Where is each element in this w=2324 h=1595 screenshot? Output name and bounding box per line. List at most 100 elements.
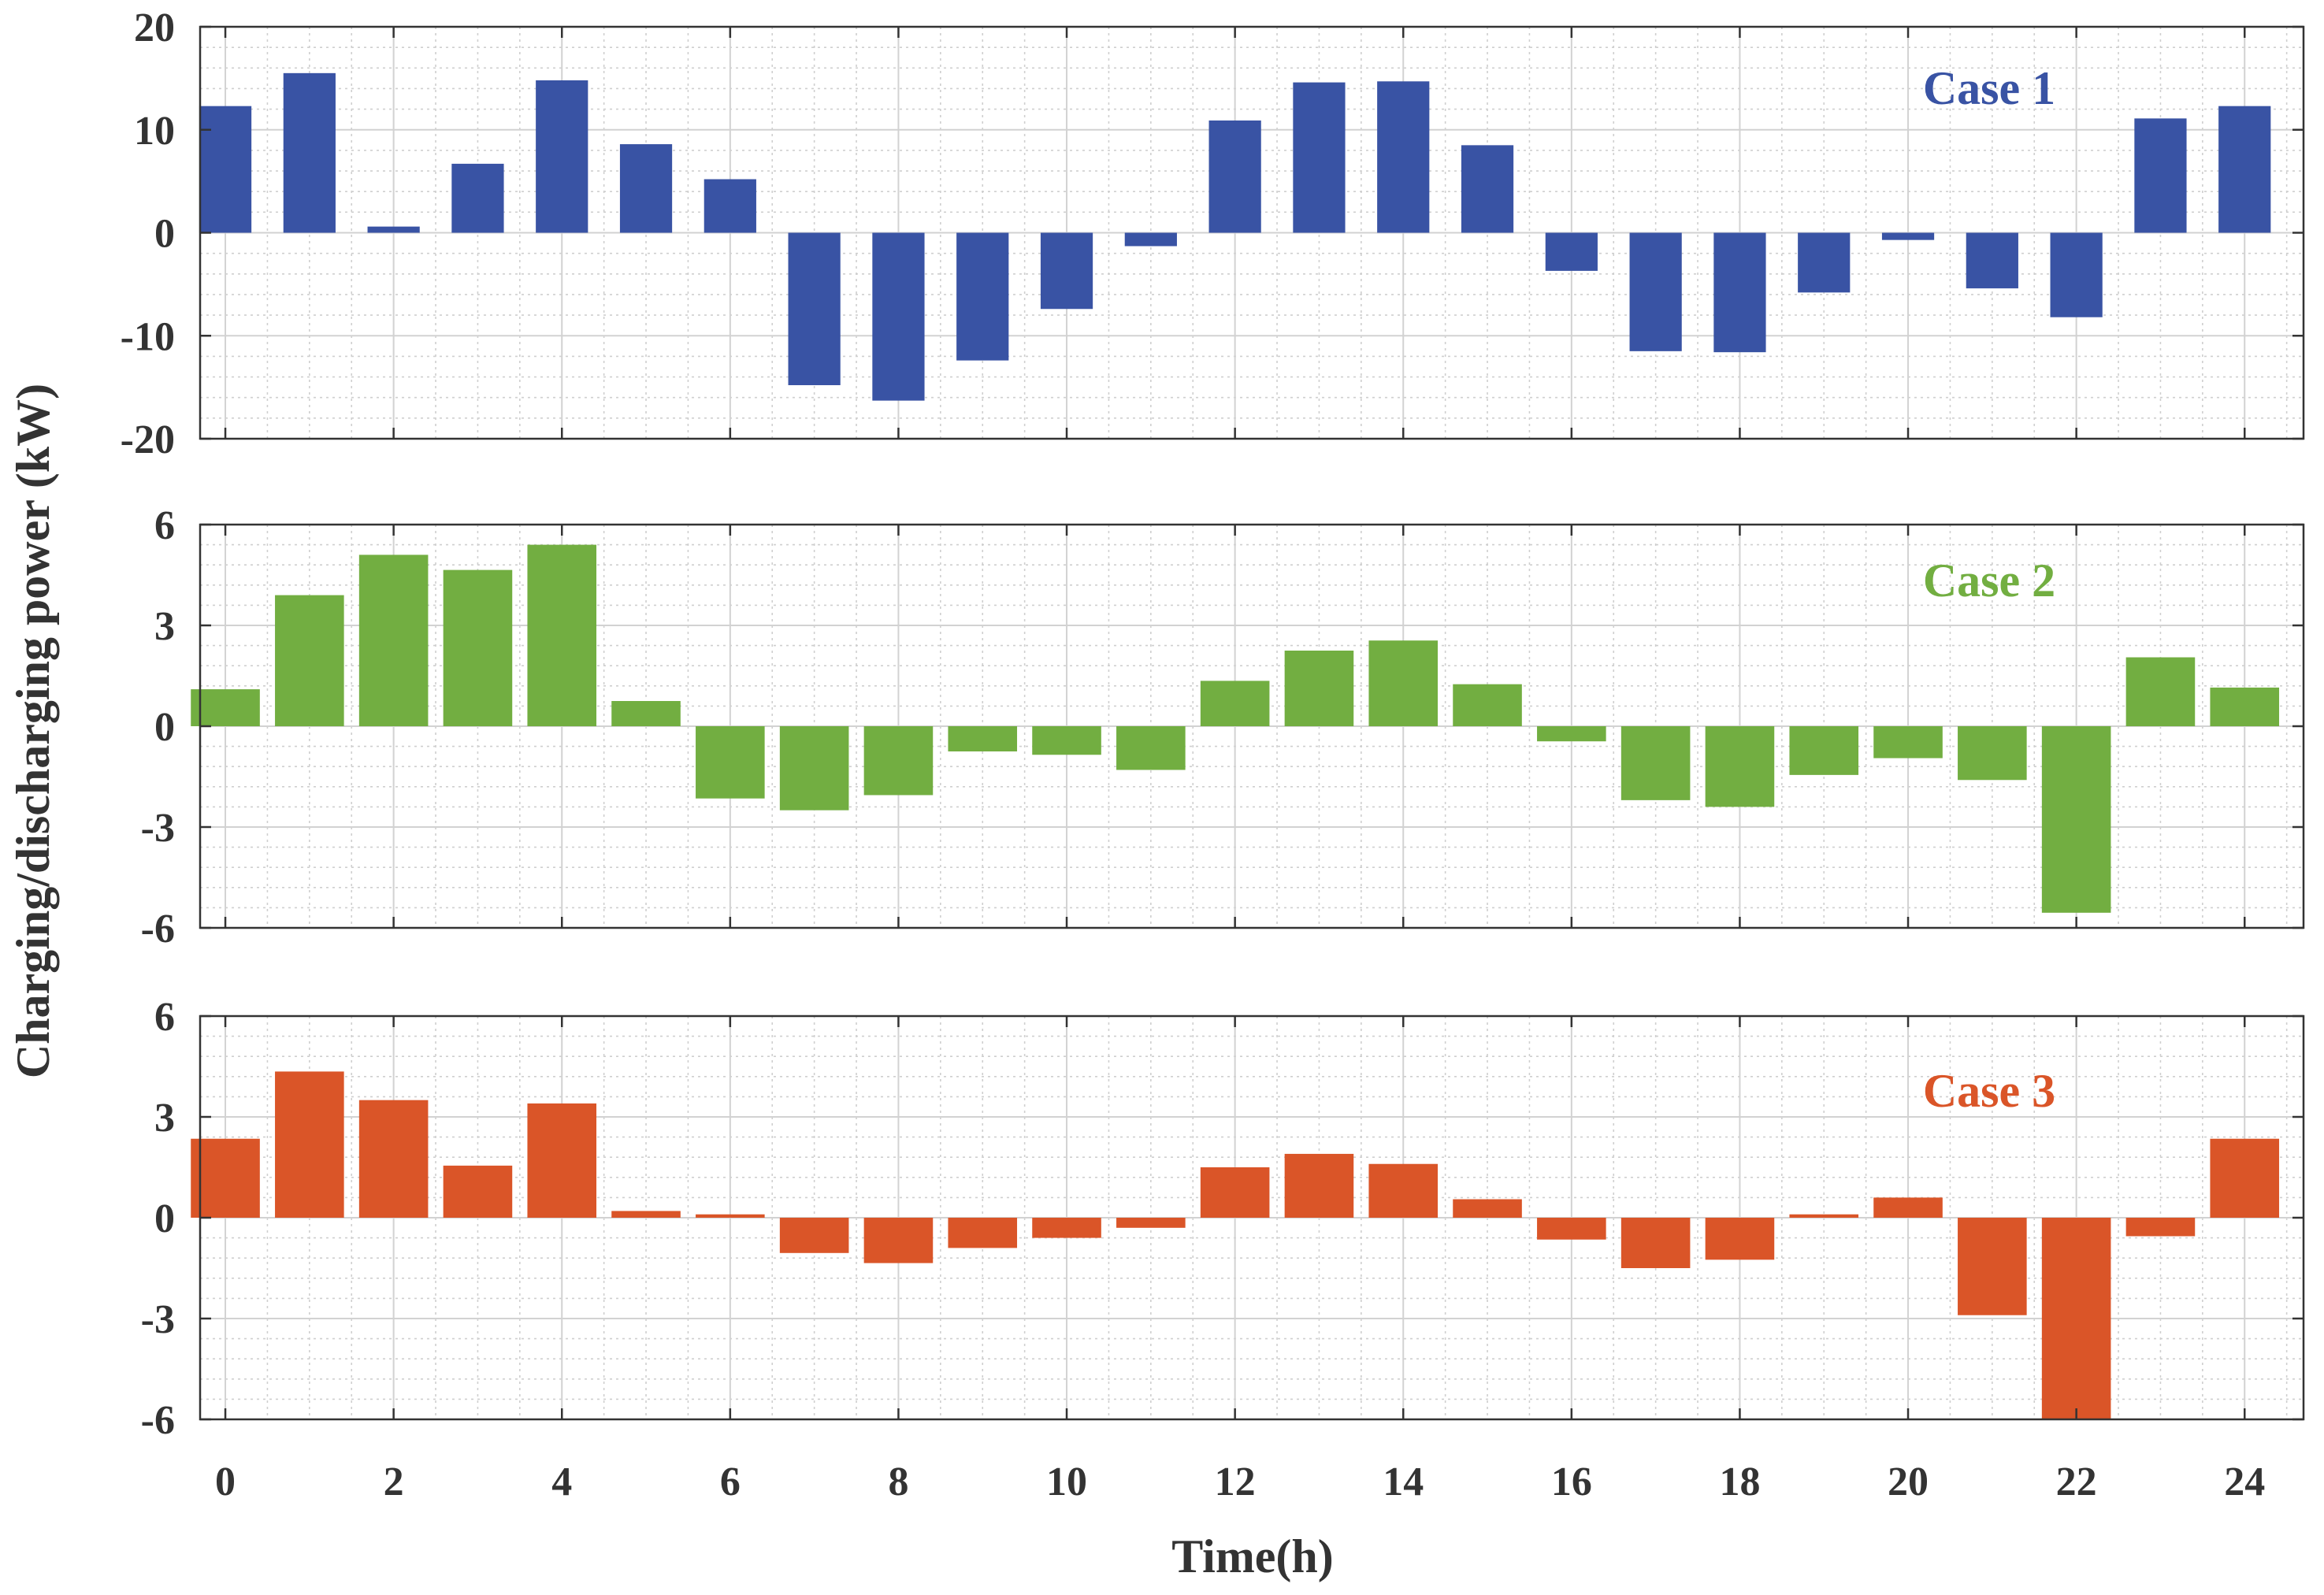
bar-2-t13 [1284, 651, 1354, 726]
bar-1-t18 [1713, 232, 1766, 353]
x-tick-label: 4 [551, 1460, 572, 1504]
panel-2: 6 3 0 -3 -6 Case 2 [141, 503, 2305, 951]
bar-2-t9 [948, 726, 1018, 751]
bar-2-t4 [527, 544, 597, 726]
bar-3-t9 [948, 1218, 1018, 1248]
x-tick-label: 16 [1551, 1460, 1592, 1504]
y-tick-label: 6 [154, 503, 175, 548]
y-tick-label: -3 [141, 806, 175, 851]
x-tick-label: 6 [720, 1460, 741, 1504]
bar-2-t24 [2210, 687, 2280, 726]
bar-3-t13 [1284, 1153, 1354, 1218]
x-tick-label: 20 [1888, 1460, 1929, 1504]
bar-3-t8 [863, 1218, 934, 1263]
bar-3-t0 [191, 1138, 260, 1218]
bar-1-t3 [451, 163, 504, 233]
bar-1-t5 [619, 144, 673, 233]
x-tick-label: 0 [215, 1460, 236, 1504]
y-tick-label: 3 [154, 604, 175, 649]
bar-2-t7 [779, 726, 849, 810]
bar-1-t4 [536, 80, 588, 233]
case-label-1: Case 1 [1923, 62, 2055, 114]
y-tick-label: -10 [121, 314, 175, 359]
bar-3-t2 [358, 1100, 429, 1218]
bar-3-t15 [1453, 1199, 1522, 1218]
x-tick-label: 8 [888, 1460, 908, 1504]
bar-3-t4 [527, 1103, 597, 1218]
bar-1-t21 [1966, 232, 2018, 289]
y-axis-label: Charging/discharging power (kW) [7, 384, 59, 1078]
bar-3-t3 [443, 1165, 513, 1218]
bar-2-t16 [1537, 726, 1606, 742]
bar-3-t12 [1200, 1167, 1270, 1218]
bar-3-t24 [2210, 1138, 2280, 1218]
bar-2-t14 [1368, 640, 1439, 726]
panel-3: 6 3 0 -3 -6 Case 3 [141, 995, 2305, 1443]
bar-1-t17 [1629, 232, 1682, 351]
bar-3-t1 [275, 1071, 344, 1218]
bar-1-t19 [1798, 232, 1851, 293]
bar-3-t18 [1705, 1218, 1775, 1260]
bar-3-t19 [1789, 1214, 1859, 1218]
bar-2-t11 [1116, 726, 1186, 770]
bar-2-t2 [358, 555, 429, 726]
bar-2-t0 [191, 689, 260, 726]
bar-2-t12 [1200, 681, 1270, 726]
bar-3-t20 [1873, 1197, 1943, 1218]
bar-2-t15 [1453, 684, 1522, 726]
y-tick-label: -6 [141, 1398, 175, 1443]
bar-1-t22 [2050, 232, 2103, 317]
bar-2-t22 [2041, 726, 2111, 913]
bar-1-t8 [872, 232, 925, 401]
bar-1-t2 [367, 226, 420, 233]
panel-1: 20 10 0 -10 -20 Case 1 [121, 6, 2305, 462]
y-tick-label: -6 [141, 907, 175, 951]
x-tick-label: 24 [2224, 1460, 2265, 1504]
bar-3-t14 [1368, 1163, 1439, 1218]
bar-3-t7 [779, 1218, 849, 1253]
bar-1-t9 [956, 232, 1009, 361]
bar-1-t6 [704, 179, 756, 233]
bar-2-t18 [1705, 726, 1775, 807]
bar-3-t6 [696, 1214, 765, 1218]
bar-1-t12 [1208, 120, 1261, 233]
y-tick-label: 0 [154, 705, 175, 750]
x-axis-label: Time(h) [1171, 1530, 1334, 1582]
y-tick-label: 6 [154, 995, 175, 1040]
bar-1-t11 [1124, 232, 1177, 247]
bar-3-t5 [611, 1211, 681, 1218]
bar-1-t15 [1461, 145, 1514, 233]
bar-1-t16 [1545, 232, 1598, 271]
bar-2-t3 [443, 569, 513, 726]
y-tick-label: 3 [154, 1096, 175, 1141]
bar-2-t17 [1620, 726, 1691, 800]
bar-2-t1 [275, 595, 344, 726]
bar-2-t10 [1032, 726, 1101, 755]
y-tick-label: 20 [134, 6, 175, 50]
bar-2-t5 [611, 701, 681, 726]
bar-1-t10 [1040, 232, 1093, 310]
x-tick-labels: 0 2 4 6 8 10 12 14 16 18 20 22 24 [215, 1460, 2265, 1504]
x-tick-label: 10 [1046, 1460, 1087, 1504]
bar-1-t14 [1377, 81, 1430, 233]
x-tick-label: 18 [1719, 1460, 1760, 1504]
case-label-2: Case 2 [1923, 555, 2055, 606]
x-tick-label: 2 [384, 1460, 404, 1504]
bar-3-t16 [1537, 1218, 1606, 1240]
bar-3-t11 [1116, 1218, 1186, 1228]
x-tick-label: 22 [2056, 1460, 2097, 1504]
x-tick-label: 14 [1383, 1460, 1424, 1504]
bar-2-t6 [696, 726, 765, 799]
y-tick-label: -3 [141, 1297, 175, 1342]
bar-1-t7 [788, 232, 841, 386]
bar-3-t17 [1620, 1218, 1691, 1268]
y-tick-label: 10 [134, 109, 175, 154]
bar-3-t21 [1958, 1218, 2027, 1315]
bar-1-t23 [2134, 118, 2187, 233]
x-tick-label: 12 [1215, 1460, 1256, 1504]
bar-1-t1 [283, 72, 336, 233]
y-tick-label: 0 [154, 212, 175, 257]
bar-1-t20 [1881, 232, 1935, 240]
bar-3-t22 [2041, 1218, 2111, 1419]
